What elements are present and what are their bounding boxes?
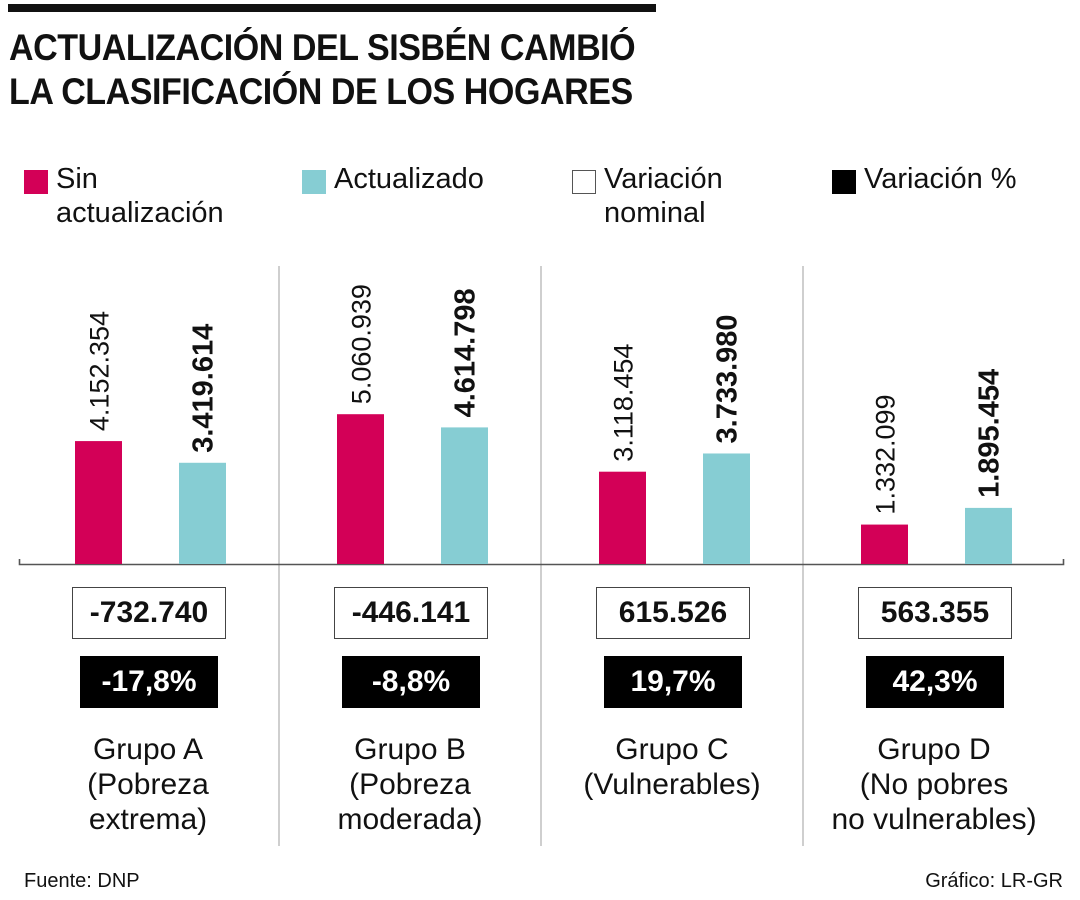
category-label: Grupo C (Vulnerables) bbox=[583, 733, 761, 801]
data-label: 3.419.614 bbox=[188, 324, 220, 453]
legend-label: Actualizado bbox=[334, 163, 484, 195]
data-label: 1.895.454 bbox=[974, 369, 1006, 498]
chart-title: ACTUALIZACIÓN DEL SISBÉN CAMBIÓ LA CLASI… bbox=[9, 26, 636, 114]
x-axis-baseline bbox=[18, 559, 1065, 566]
variacion-porcentual-box: -17,8% bbox=[80, 656, 218, 708]
legend-item-sin-actualizacion: Sin actualización bbox=[24, 162, 256, 230]
legend-item-actualizado: Actualizado bbox=[302, 162, 574, 196]
variacion-nominal-box: -732.740 bbox=[72, 587, 226, 639]
chart-title-line-1: ACTUALIZACIÓN DEL SISBÉN CAMBIÓ bbox=[9, 27, 636, 68]
title-rule bbox=[8, 4, 656, 12]
category-label: Grupo B (Pobreza moderada) bbox=[337, 733, 483, 836]
variacion-porcentual-box: 19,7% bbox=[604, 656, 742, 708]
legend-label: Variación % bbox=[864, 163, 1017, 195]
legend-label: Sin actualización bbox=[56, 163, 224, 229]
bar-sin-actualizacion bbox=[337, 414, 384, 564]
data-label: 4.614.798 bbox=[450, 288, 482, 417]
data-label: 5.060.939 bbox=[347, 284, 377, 404]
pink-square-icon bbox=[24, 170, 48, 194]
bar-actualizado bbox=[179, 462, 226, 564]
teal-square-icon bbox=[302, 170, 326, 194]
variacion-nominal-box: 615.526 bbox=[596, 587, 750, 639]
category-label: Grupo D (No pobres no vulnerables) bbox=[831, 733, 1037, 836]
data-label: 3.733.980 bbox=[712, 314, 744, 443]
bar-actualizado bbox=[703, 453, 750, 564]
legend-item-variacion-nominal: Variación nominal bbox=[572, 162, 774, 230]
category-label: Grupo A (Pobreza extrema) bbox=[87, 733, 209, 836]
data-label: 3.118.454 bbox=[609, 344, 639, 462]
data-label: 1.332.099 bbox=[871, 394, 901, 514]
source-note: Fuente: DNP bbox=[24, 870, 140, 892]
black-square-icon bbox=[832, 170, 856, 194]
variacion-porcentual-box: -8,8% bbox=[342, 656, 480, 708]
variacion-porcentual-box: 42,3% bbox=[866, 656, 1004, 708]
legend-label: Variación nominal bbox=[604, 163, 723, 229]
bar-actualizado bbox=[965, 507, 1012, 564]
variacion-nominal-box: 563.355 bbox=[858, 587, 1012, 639]
variacion-nominal-box: -446.141 bbox=[334, 587, 488, 639]
outlined-square-icon bbox=[572, 170, 596, 194]
bar-actualizado bbox=[441, 427, 488, 564]
credit-note: Gráfico: LR-GR bbox=[925, 870, 1063, 892]
chart-title-line-2: LA CLASIFICACIÓN DE LOS HOGARES bbox=[9, 71, 633, 112]
bar-sin-actualizacion bbox=[75, 441, 122, 564]
bar-sin-actualizacion bbox=[599, 471, 646, 564]
data-label: 4.152.354 bbox=[85, 311, 115, 431]
legend-item-variacion-porcentual: Variación % bbox=[832, 162, 1080, 196]
bar-sin-actualizacion bbox=[861, 524, 908, 564]
